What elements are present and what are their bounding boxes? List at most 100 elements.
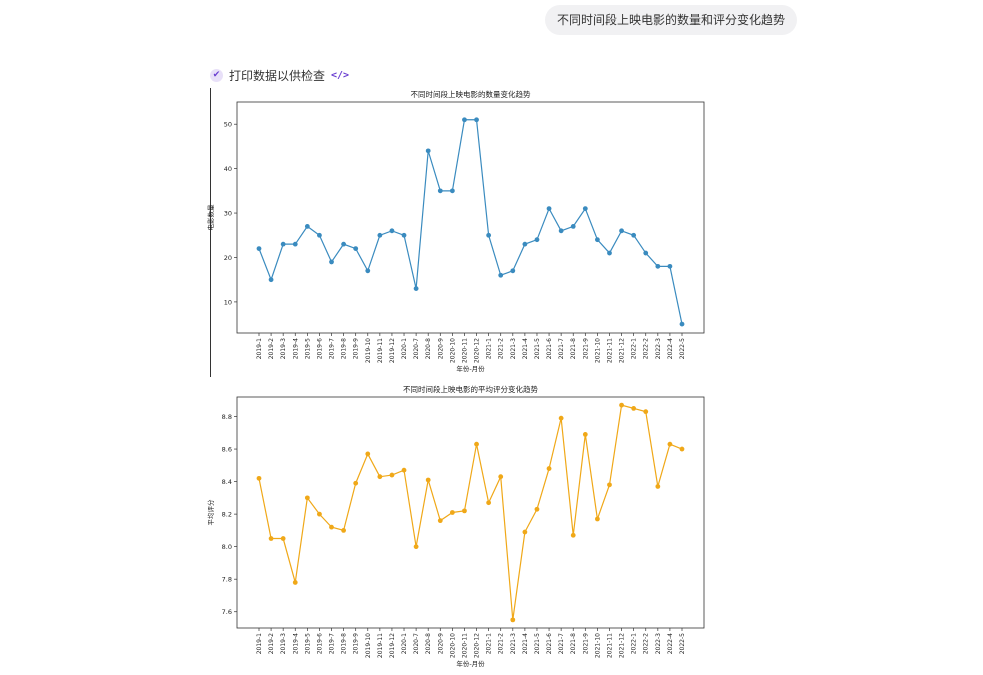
- data-point: [449, 510, 455, 515]
- x-tick-label: 2020-7: [413, 338, 420, 359]
- x-axis-label: 年份-月份: [456, 659, 485, 668]
- x-tick-label: 2020-9: [437, 338, 444, 359]
- x-tick-label: 2019-5: [304, 633, 311, 654]
- x-tick-label: 2021-11: [606, 633, 613, 658]
- x-tick-label: 2019-1: [256, 338, 263, 359]
- data-point: [474, 117, 479, 123]
- data-point: [631, 232, 637, 238]
- tool-call-row[interactable]: ✔ 打印数据以供检查 </>: [210, 66, 349, 84]
- y-axis-label: 电影数量: [206, 204, 215, 231]
- x-tick-label: 2021-12: [619, 633, 626, 658]
- x-tick-label: 2022-5: [679, 633, 686, 654]
- plot-frame: [236, 396, 705, 629]
- data-point: [268, 536, 274, 541]
- data-point: [401, 467, 407, 473]
- x-tick-label: 2021-2: [498, 633, 505, 654]
- data-point: [304, 223, 310, 229]
- x-tick-label: 2021-8: [570, 338, 577, 359]
- x-tick-label: 2022-1: [631, 633, 638, 654]
- x-tick-label: 2022-3: [655, 633, 662, 654]
- x-tick-label: 2021-1: [486, 338, 493, 359]
- x-tick-label: 2020-8: [425, 338, 432, 359]
- x-tick-label: 2019-2: [268, 633, 275, 654]
- data-point: [510, 268, 516, 274]
- data-point: [474, 441, 479, 447]
- data-point: [329, 524, 334, 530]
- x-tick-label: 2020-7: [413, 633, 420, 654]
- x-tick-label: 2020-11: [461, 633, 468, 658]
- data-point: [679, 446, 685, 452]
- data-point: [607, 250, 612, 256]
- data-point: [437, 518, 443, 524]
- x-tick-label: 2021-6: [546, 338, 553, 359]
- x-tick-label: 2019-6: [316, 633, 323, 654]
- data-point: [329, 259, 334, 265]
- data-point: [582, 206, 588, 212]
- x-tick-label: 2019-7: [329, 633, 336, 654]
- x-tick-label: 2021-10: [594, 633, 601, 658]
- data-point: [582, 432, 588, 437]
- y-tick-label: 10: [224, 298, 232, 306]
- data-point: [365, 451, 371, 457]
- y-tick-label: 8.6: [222, 446, 232, 454]
- x-tick-label: 2019-7: [329, 338, 336, 359]
- data-point: [437, 188, 443, 194]
- y-tick-label: 8.4: [222, 478, 232, 486]
- data-point: [486, 232, 492, 238]
- x-tick-label: 2021-4: [522, 633, 529, 654]
- data-point: [389, 472, 395, 478]
- x-tick-label: 2019-2: [268, 338, 275, 359]
- data-point: [534, 237, 540, 243]
- data-point: [268, 277, 274, 283]
- x-tick-label: 2021-3: [510, 338, 517, 359]
- x-tick-label: 2020-12: [474, 338, 481, 363]
- data-point: [570, 223, 576, 229]
- data-point: [425, 477, 431, 483]
- data-point: [317, 511, 322, 517]
- data-point: [558, 228, 564, 234]
- data-point: [353, 246, 359, 251]
- x-tick-label: 2020-1: [401, 633, 408, 654]
- x-tick-label: 2019-12: [389, 338, 396, 363]
- x-tick-label: 2021-9: [582, 633, 589, 654]
- user-message-text: 不同时间段上映电影的数量和评分变化趋势: [557, 13, 786, 27]
- x-tick-label: 2019-11: [377, 338, 384, 363]
- x-tick-label: 2021-7: [558, 633, 565, 654]
- output-divider: [210, 88, 211, 377]
- x-tick-label: 2020-11: [461, 338, 468, 363]
- x-tick-label: 2022-2: [643, 338, 650, 359]
- data-point: [619, 402, 624, 408]
- x-axis-label: 年份-月份: [456, 364, 485, 373]
- y-tick-label: 7.6: [222, 608, 232, 616]
- x-tick-label: 2022-3: [655, 338, 662, 359]
- data-point: [365, 268, 371, 274]
- data-point: [292, 580, 298, 585]
- x-tick-label: 2019-1: [256, 633, 263, 654]
- data-point: [570, 532, 576, 538]
- data-point: [389, 228, 395, 234]
- data-point: [498, 272, 504, 278]
- x-tick-label: 2021-12: [619, 338, 626, 363]
- data-point: [317, 232, 322, 238]
- data-point: [607, 482, 612, 488]
- x-tick-label: 2021-8: [570, 633, 577, 654]
- data-point: [486, 500, 492, 506]
- data-point: [522, 529, 528, 535]
- x-tick-label: 2020-10: [449, 633, 456, 658]
- data-point: [462, 117, 467, 123]
- x-tick-label: 2019-10: [365, 338, 372, 363]
- x-tick-label: 2021-3: [510, 633, 517, 654]
- x-tick-label: 2022-5: [679, 338, 686, 359]
- data-point: [655, 484, 661, 489]
- data-point: [546, 466, 552, 471]
- code-icon[interactable]: </>: [331, 69, 350, 81]
- x-tick-label: 2019-11: [377, 633, 384, 658]
- chart-title: 不同时间段上映电影的平均评分变化趋势: [403, 384, 538, 394]
- y-axis-label: 平均评分: [206, 499, 215, 526]
- data-point: [413, 286, 419, 291]
- average-rating-chart: 不同时间段上映电影的平均评分变化趋势 7.6 7.8 8.0 8.2 8.4 8.6 8.8 2…: [206, 384, 705, 668]
- data-point: [595, 516, 600, 522]
- data-point: [304, 495, 310, 501]
- y-tick-label: 7.8: [222, 576, 232, 584]
- data-point: [280, 241, 286, 247]
